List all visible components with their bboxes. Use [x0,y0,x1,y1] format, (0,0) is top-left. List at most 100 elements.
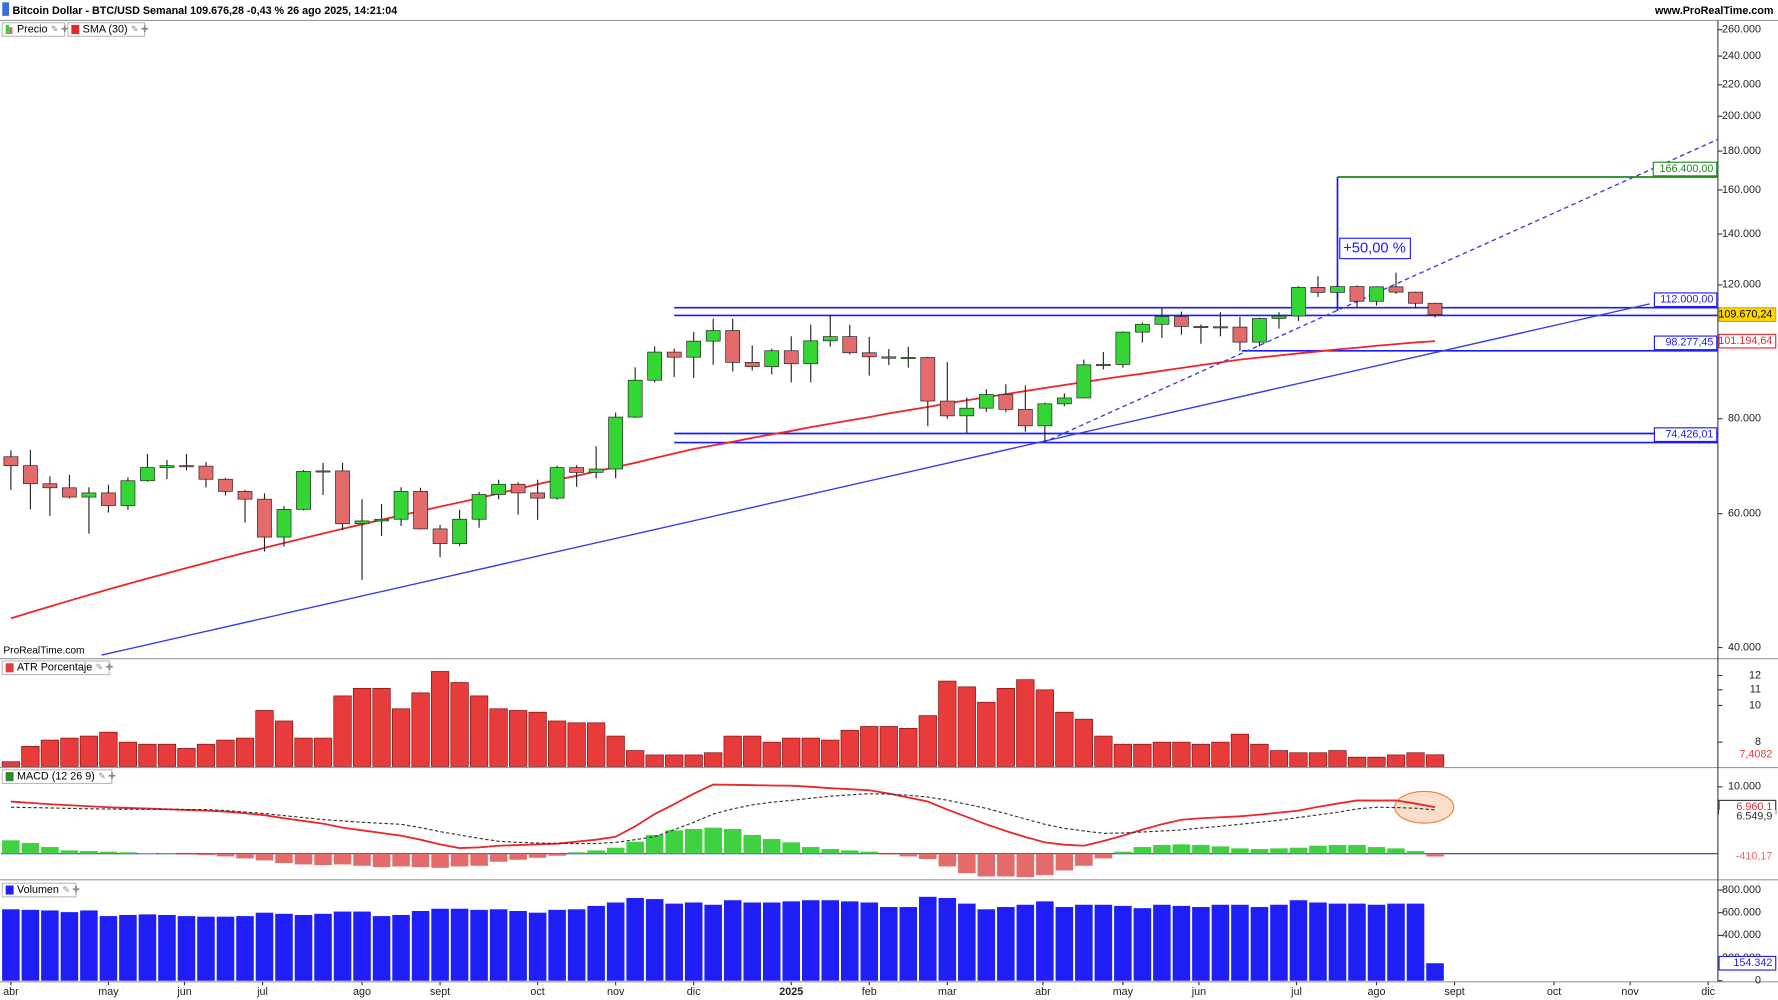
candle-body [432,528,448,544]
candle-body [218,478,233,492]
histogram-bar [1270,848,1288,854]
bar [1387,903,1405,981]
bar [1172,741,1191,767]
y-tick-label: 240.000 [1722,50,1761,62]
legend-item: Precio ✎ ✚ [1,22,69,37]
histogram-bar [880,853,898,855]
target-label-box [1652,161,1718,177]
bar [99,731,118,767]
bar [1172,905,1191,981]
candle-body [666,351,682,358]
bar [626,750,645,767]
bar [958,903,976,981]
bar [21,745,40,767]
level-label-box [1653,292,1718,308]
y-tick-label: 40.000 [1728,641,1761,653]
bar [1055,907,1074,981]
legend-tools: ✎ ✚ [51,24,69,34]
bar [1269,750,1289,767]
x-tick-label: ago [1368,986,1386,998]
x-tick-label: dic [687,986,701,998]
candle-body [686,340,702,358]
bar [1114,905,1132,981]
bar [235,737,255,767]
bar [236,916,254,981]
candle-body [1330,286,1345,293]
level-label-text: 74.426,01 [1665,428,1713,440]
level-label: 112.000,00 [1653,292,1718,308]
candle-body [998,394,1014,410]
candle-body [920,357,936,402]
bar [40,739,60,767]
candle-body [510,483,526,494]
bar [431,908,449,981]
bar [821,739,840,767]
last-value-label: 154.342 [1718,955,1777,971]
bar [1425,754,1445,767]
histogram-bar [1016,853,1035,878]
bar [391,708,411,767]
watermark: ProRealTime.com [3,645,84,656]
candle-body [1174,316,1189,327]
candle-body [296,471,311,510]
histogram-bar [587,850,605,854]
series-line [10,340,1436,620]
legend-item: Volumen ✎ ✚ [1,882,80,898]
bar [528,711,547,767]
bar [1055,711,1074,767]
x-tick-label: feb [862,986,877,998]
histogram-bar [99,851,118,854]
candle-body [861,352,877,358]
y-tick-label: 160.000 [1722,184,1761,196]
series-line [10,783,1436,849]
candle-body [1037,403,1053,427]
candle-body [803,340,819,365]
bar [1094,735,1113,767]
legend-item: MACD (12 26 9) ✎ ✚ [1,769,116,785]
candle-body [413,491,428,530]
candle-body [783,350,799,365]
candle-body [237,491,253,500]
bar [1016,904,1035,981]
bar [1035,689,1054,767]
y-tick-label: 0 [1755,975,1761,987]
bar [1289,900,1308,981]
legend-icon [5,663,14,673]
bar [1133,743,1152,767]
candle-body [1135,323,1150,333]
candle-body [315,470,331,473]
histogram-bar [762,839,781,854]
legend-label: Precio [17,23,48,35]
y-tick-label: 10.000 [1728,781,1761,793]
bar [1230,733,1250,767]
histogram-bar [860,851,879,854]
histogram-bar [1387,848,1405,854]
candle-body [198,465,214,480]
x-tick-label: oct [530,986,544,998]
last-value-label-text: 6.960,1 [1736,801,1772,813]
level-label-box [1653,427,1718,443]
level-label-text: 98.277,45 [1665,337,1713,349]
candle-body [452,518,467,544]
histogram-bar [489,853,508,862]
bar [899,728,918,767]
level-label-box [1653,335,1718,351]
candle-body [608,416,624,470]
bar [723,735,742,767]
last-value-label-text: -410,17 [1736,850,1773,862]
bar [684,902,703,981]
y-tick-label: 80.000 [1728,413,1761,425]
legend-box [67,22,146,37]
bar [1133,908,1152,981]
bar [1113,743,1133,767]
bar [1348,903,1366,981]
histogram-bar [1036,853,1054,876]
bar [1094,904,1113,981]
candle-body [1232,326,1248,343]
candle-body [1056,397,1072,405]
bar [489,909,508,981]
bar [255,710,274,767]
histogram-bar [450,853,469,867]
bar [704,752,723,767]
candle-body [276,508,292,538]
